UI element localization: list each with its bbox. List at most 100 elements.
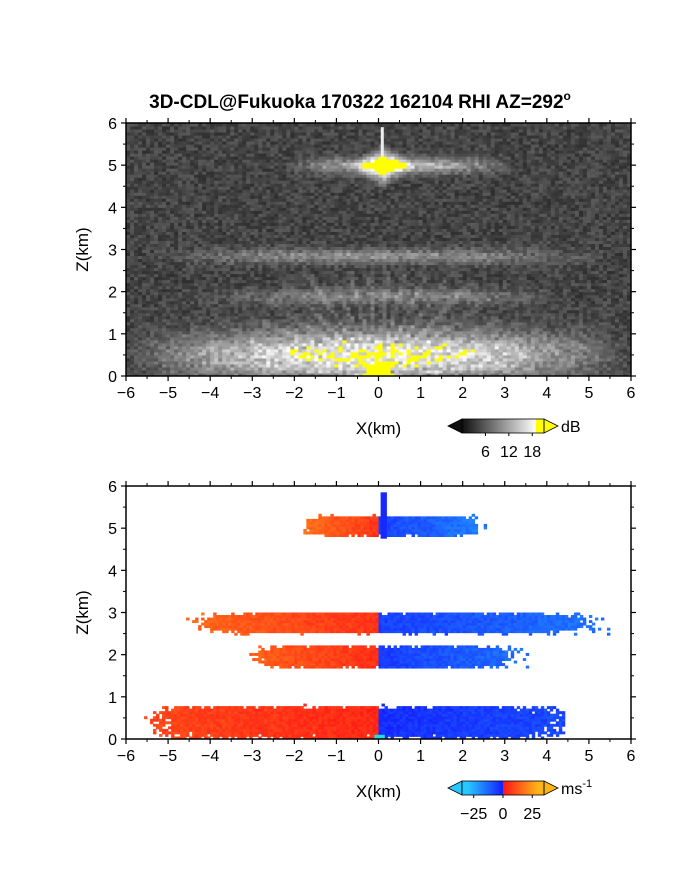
reflectivity-cell [518, 279, 524, 284]
reflectivity-cell [618, 348, 624, 353]
reflectivity-cell [474, 267, 480, 272]
reflectivity-cell [334, 255, 339, 260]
reflectivity-cell [610, 258, 616, 263]
reflectivity-cell [574, 372, 580, 376]
reflectivity-cell [286, 258, 291, 263]
reflectivity-cell [622, 261, 628, 266]
reflectivity-cell [450, 258, 456, 263]
reflectivity-cell [130, 351, 135, 356]
reflectivity-cell [258, 342, 263, 347]
reflectivity-cell [362, 279, 367, 284]
reflectivity-cell [326, 276, 331, 281]
reflectivity-cell [566, 273, 572, 278]
reflectivity-cell [166, 324, 171, 329]
reflectivity-cell [462, 324, 468, 329]
reflectivity-cell [462, 354, 468, 359]
reflectivity-cell [234, 357, 239, 362]
reflectivity-cell [410, 261, 416, 266]
reflectivity-cell [162, 351, 167, 356]
reflectivity-cell [286, 345, 291, 350]
reflectivity-cell [462, 264, 468, 269]
reflectivity-cell [314, 303, 319, 308]
reflectivity-cell [298, 297, 303, 302]
reflectivity-cell [270, 372, 275, 376]
reflectivity-cell [606, 330, 612, 335]
reflectivity-cell [390, 255, 396, 260]
reflectivity-cell [434, 282, 440, 287]
reflectivity-cell [414, 357, 420, 362]
reflectivity-cell [202, 312, 207, 317]
reflectivity-cell [190, 258, 195, 263]
reflectivity-cell [242, 321, 247, 326]
reflectivity-cell [470, 324, 476, 329]
reflectivity-cell [258, 336, 263, 341]
reflectivity-cell [318, 309, 323, 314]
reflectivity-cell [522, 321, 528, 326]
reflectivity-cell [482, 264, 488, 269]
reflectivity-cell [170, 333, 175, 338]
reflectivity-cell [422, 315, 428, 320]
reflectivity-cell [542, 339, 548, 344]
reflectivity-cell [334, 285, 339, 290]
reflectivity-cell [534, 288, 540, 293]
reflectivity-cell [186, 351, 191, 356]
reflectivity-cell [266, 348, 271, 353]
reflectivity-cell [154, 348, 159, 353]
reflectivity-cell [430, 336, 436, 341]
reflectivity-cell [214, 315, 219, 320]
reflectivity-cell [414, 276, 420, 281]
reflectivity-cell [166, 306, 171, 311]
reflectivity-cell [586, 339, 592, 344]
reflectivity-cell [174, 336, 179, 341]
reflectivity-cell [186, 261, 191, 266]
reflectivity-cell [598, 354, 604, 359]
reflectivity-cell [510, 264, 516, 269]
reflectivity-cell [554, 294, 560, 299]
reflectivity-cell [266, 330, 271, 335]
reflectivity-cell [594, 333, 600, 338]
reflectivity-cell [130, 333, 135, 338]
reflectivity-cell [430, 276, 436, 281]
reflectivity-cell [590, 342, 596, 347]
reflectivity-cell [534, 357, 540, 362]
reflectivity-cell [450, 366, 456, 371]
reflectivity-cell [442, 336, 448, 341]
reflectivity-cell [398, 372, 404, 376]
reflectivity-cell [394, 369, 400, 374]
reflectivity-cell [270, 342, 275, 347]
reflectivity-cell [534, 300, 540, 305]
reflectivity-cell [430, 282, 436, 287]
reflectivity-cell [570, 258, 576, 263]
reflectivity-cell [126, 354, 131, 359]
reflectivity-cell [558, 348, 564, 353]
reflectivity-cell [342, 282, 347, 287]
reflectivity-cell [282, 294, 287, 299]
reflectivity-cell [130, 324, 135, 329]
reflectivity-cell [390, 348, 396, 353]
reflectivity-cell [514, 348, 520, 353]
reflectivity-cell [210, 285, 215, 290]
reflectivity-cell [462, 276, 468, 281]
reflectivity-cell [434, 276, 440, 281]
reflectivity-cell [518, 312, 524, 317]
reflectivity-cell [302, 294, 307, 299]
reflectivity-cell [522, 324, 528, 329]
reflectivity-cell [586, 345, 592, 350]
reflectivity-cell [294, 267, 299, 272]
reflectivity-cell [586, 369, 592, 374]
reflectivity-cell [418, 321, 424, 326]
reflectivity-cell [422, 300, 428, 305]
reflectivity-cell [478, 324, 484, 329]
reflectivity-cell [582, 327, 588, 332]
reflectivity-cell [358, 267, 363, 272]
reflectivity-cell [382, 312, 388, 317]
reflectivity-cell [354, 360, 359, 365]
reflectivity-cell [222, 315, 227, 320]
reflectivity-cell [474, 291, 480, 296]
reflectivity-cell [338, 345, 343, 350]
reflectivity-cell [322, 336, 327, 341]
reflectivity-cell [510, 300, 516, 305]
reflectivity-cell [218, 303, 223, 308]
reflectivity-cell [626, 270, 631, 275]
reflectivity-cell [294, 315, 299, 320]
